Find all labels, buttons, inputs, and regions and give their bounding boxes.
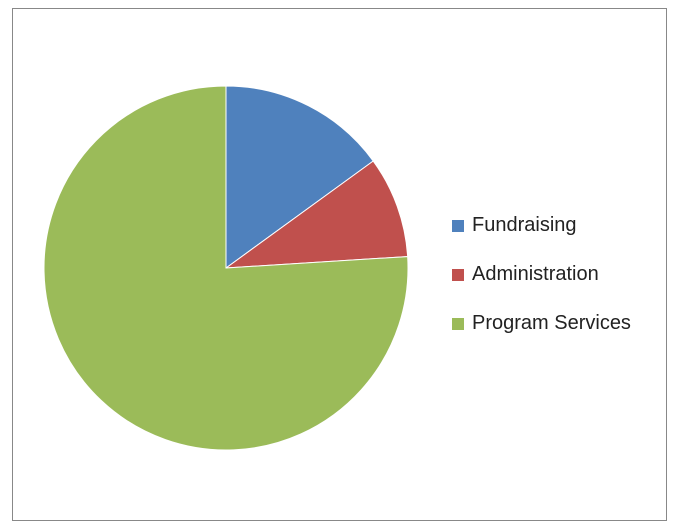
legend-item-fundraising: Fundraising [452, 201, 631, 250]
pie-slice-fundraising [225, 85, 374, 269]
pie-slice-program-services [43, 85, 409, 451]
legend-label-administration: Administration [472, 263, 599, 285]
pie-slice-administration [224, 160, 409, 269]
legend-item-program-services: Program Services [452, 299, 631, 348]
legend-label-program-services: Program Services [472, 312, 631, 334]
legend-swatch-administration [452, 268, 464, 281]
chart-legend: Fundraising Administration Program Servi… [452, 201, 631, 348]
legend-swatch-program-services [452, 317, 464, 330]
legend-swatch-fundraising [452, 219, 464, 232]
legend-item-administration: Administration [452, 250, 631, 299]
legend-label-fundraising: Fundraising [472, 214, 577, 236]
